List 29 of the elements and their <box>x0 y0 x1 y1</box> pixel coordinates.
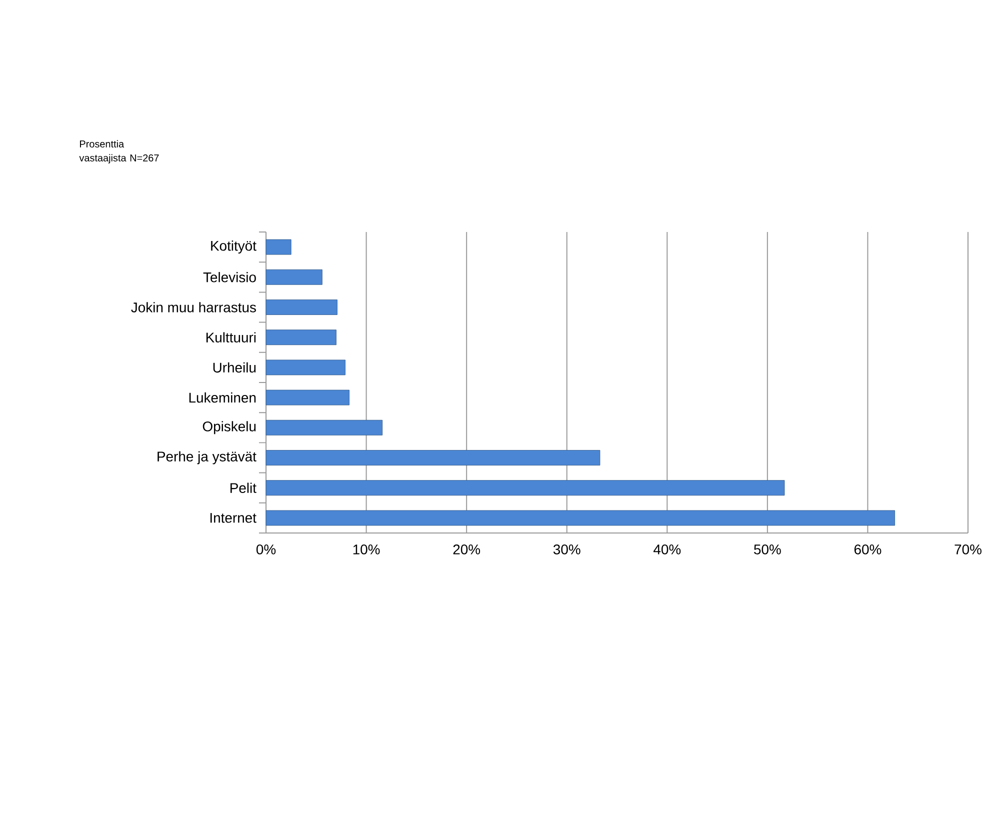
x-tick-label: 50% <box>754 544 781 554</box>
bar <box>266 480 785 496</box>
bar <box>266 330 336 346</box>
bar <box>266 269 322 285</box>
y-tick-label: Pelit <box>230 482 256 493</box>
x-tick-label: 20% <box>453 544 480 554</box>
x-tick-label: 10% <box>353 544 380 554</box>
bar <box>266 450 600 466</box>
y-tick-label: Televisio <box>203 272 256 282</box>
x-tick-label: 60% <box>854 544 882 554</box>
x-tick-label: 70% <box>954 544 982 554</box>
y-tick-label: Kulttuuri <box>206 332 256 342</box>
y-tick-label: Perhe ja ystävät <box>158 451 256 464</box>
bar <box>266 390 350 406</box>
bar <box>266 420 383 436</box>
x-tick-label: 30% <box>553 544 580 554</box>
y-tick-label: Kotityöt <box>211 240 256 254</box>
bar <box>266 360 346 376</box>
y-tick-label: Lukeminen <box>189 392 256 403</box>
text: Prosenttia vastaajista N=267 <box>79 140 159 164</box>
x-tick-label: 40% <box>654 544 681 554</box>
y-tick-label: Jokin muu harrastus <box>131 302 256 312</box>
y-tick-label: Internet <box>210 513 256 523</box>
x-tick-label: 0% <box>256 544 276 554</box>
y-tick-label: Opiskelu <box>202 421 256 434</box>
y-tick-label: Urheilu <box>213 362 256 373</box>
bar <box>266 300 338 315</box>
bar <box>266 239 292 255</box>
bar <box>266 510 895 526</box>
